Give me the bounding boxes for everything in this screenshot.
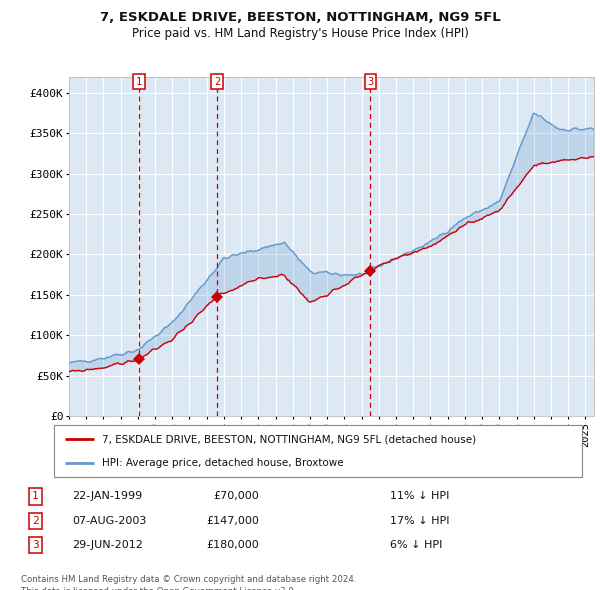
Text: 1: 1 (32, 491, 38, 502)
Text: 7, ESKDALE DRIVE, BEESTON, NOTTINGHAM, NG9 5FL: 7, ESKDALE DRIVE, BEESTON, NOTTINGHAM, N… (100, 11, 500, 24)
Text: 3: 3 (367, 77, 373, 87)
Text: 11% ↓ HPI: 11% ↓ HPI (389, 491, 449, 502)
Text: HPI: Average price, detached house, Broxtowe: HPI: Average price, detached house, Brox… (101, 458, 343, 468)
Text: £70,000: £70,000 (214, 491, 259, 502)
Text: £147,000: £147,000 (206, 516, 259, 526)
Text: 2: 2 (214, 77, 220, 87)
Text: 2: 2 (32, 516, 38, 526)
Text: 29-JUN-2012: 29-JUN-2012 (72, 540, 143, 550)
Text: 17% ↓ HPI: 17% ↓ HPI (389, 516, 449, 526)
Text: 22-JAN-1999: 22-JAN-1999 (72, 491, 142, 502)
Text: 6% ↓ HPI: 6% ↓ HPI (389, 540, 442, 550)
Text: Contains HM Land Registry data © Crown copyright and database right 2024.
This d: Contains HM Land Registry data © Crown c… (21, 575, 356, 590)
Text: 7, ESKDALE DRIVE, BEESTON, NOTTINGHAM, NG9 5FL (detached house): 7, ESKDALE DRIVE, BEESTON, NOTTINGHAM, N… (101, 434, 476, 444)
Text: 3: 3 (32, 540, 38, 550)
Text: £180,000: £180,000 (206, 540, 259, 550)
Text: 07-AUG-2003: 07-AUG-2003 (72, 516, 146, 526)
Text: Price paid vs. HM Land Registry's House Price Index (HPI): Price paid vs. HM Land Registry's House … (131, 27, 469, 40)
Text: 1: 1 (136, 77, 142, 87)
